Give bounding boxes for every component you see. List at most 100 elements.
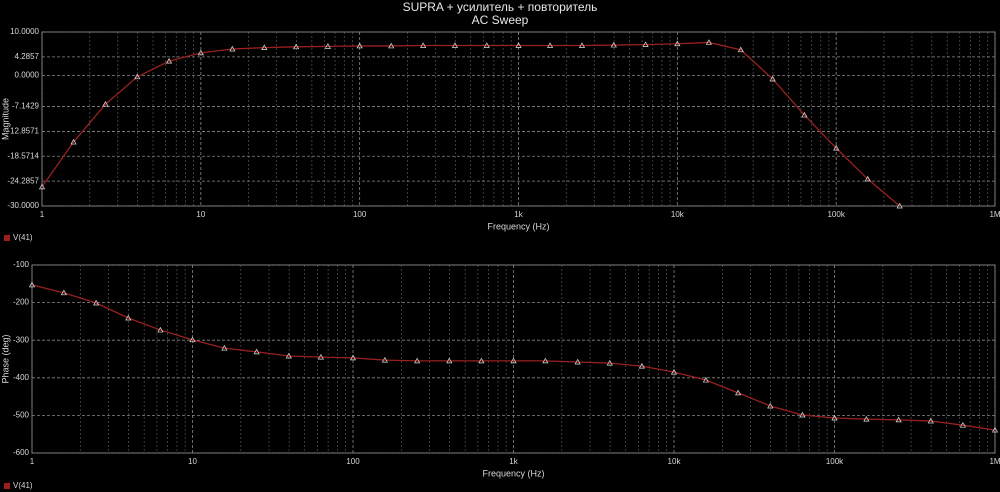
x-tick-label: 1M: [989, 457, 1000, 466]
data-point: [125, 314, 132, 321]
data-point: [799, 411, 806, 418]
y-tick-label: 0.0000: [15, 71, 40, 80]
y-tick-label: -100: [13, 260, 30, 269]
data-point: [285, 352, 292, 359]
series-line: [41, 41, 901, 207]
y-axis-label: Magnitude: [0, 98, 10, 140]
data-point: [895, 416, 902, 423]
data-point: [991, 426, 999, 433]
data-point: [261, 44, 268, 51]
x-tick-label: 10: [196, 210, 205, 219]
data-point: [221, 344, 228, 351]
y-tick-label: 4.2857: [15, 52, 40, 61]
data-point: [833, 144, 840, 151]
y-tick-label: -24.2857: [7, 176, 39, 185]
data-point: [38, 183, 46, 190]
series-line: [31, 284, 996, 431]
data-point: [60, 289, 67, 296]
y-tick-label: -7.1429: [12, 102, 40, 111]
legend-label: V(41): [13, 481, 33, 490]
data-point: [165, 57, 173, 64]
data-point: [606, 359, 613, 366]
y-tick-label: -200: [13, 298, 30, 307]
data-point: [927, 417, 934, 424]
data-point: [638, 362, 645, 369]
data-point: [420, 42, 427, 48]
data-point: [134, 73, 141, 80]
data-point: [896, 202, 903, 209]
data-point: [735, 389, 742, 396]
data-point: [515, 42, 522, 48]
x-axis-label: Frequency (Hz): [482, 468, 544, 478]
data-point: [381, 356, 388, 363]
data-point: [157, 326, 164, 333]
data-point: [189, 336, 196, 343]
data-point: [324, 43, 331, 49]
data-point: [610, 41, 617, 48]
data-point: [317, 353, 324, 360]
x-tick-label: 100: [353, 210, 367, 219]
x-tick-label: 10: [188, 457, 197, 466]
legend-label: V(41): [13, 233, 33, 242]
data-point: [769, 75, 776, 82]
data-point: [702, 376, 709, 383]
y-tick-label: 10.0000: [10, 27, 39, 36]
x-axis-label: Frequency (Hz): [487, 221, 549, 231]
y-tick-label: -300: [13, 335, 30, 344]
data-point: [863, 415, 870, 422]
y-tick-label: -400: [13, 373, 30, 382]
x-tick-label: 1k: [509, 457, 518, 466]
data-point: [674, 40, 681, 47]
y-tick-label: -12.8571: [7, 127, 39, 136]
data-point: [578, 42, 586, 48]
data-point: [349, 354, 357, 361]
legend-swatch: [4, 483, 10, 489]
chart-title: SUPRA + усилитель + повторитель: [403, 0, 598, 14]
data-point: [546, 42, 554, 48]
data-point: [831, 414, 838, 421]
data-point: [388, 42, 395, 49]
y-tick-label: -18.5714: [7, 151, 39, 160]
x-tick-label: 100k: [826, 457, 844, 466]
data-point: [451, 42, 459, 48]
data-point: [510, 357, 517, 364]
data-point: [414, 357, 421, 364]
data-point: [356, 42, 363, 49]
chart-subtitle: AC Sweep: [472, 13, 529, 27]
data-point: [542, 357, 549, 364]
data-point: [959, 421, 966, 428]
data-point: [574, 358, 581, 365]
data-point: [864, 175, 871, 182]
data-point: [483, 42, 490, 48]
x-tick-label: 1: [40, 210, 45, 219]
y-tick-label: -600: [13, 448, 30, 457]
data-point: [293, 43, 300, 50]
y-tick-label: -500: [13, 411, 30, 420]
data-point: [197, 49, 204, 56]
x-tick-label: 100: [346, 457, 360, 466]
x-tick-label: 100k: [827, 210, 845, 219]
data-point: [229, 45, 236, 52]
data-point: [102, 100, 109, 107]
data-point: [93, 299, 100, 306]
data-point: [642, 41, 649, 47]
data-point: [737, 46, 744, 53]
data-point: [767, 402, 774, 409]
data-point: [478, 357, 485, 364]
data-point: [705, 39, 712, 45]
data-point: [670, 368, 678, 375]
data-point: [801, 111, 808, 118]
data-point: [70, 138, 77, 145]
x-tick-label: 1: [30, 457, 35, 466]
data-point: [28, 281, 36, 288]
x-tick-label: 1k: [514, 210, 523, 219]
x-tick-label: 10k: [668, 457, 682, 466]
y-tick-label: -30.0000: [7, 201, 39, 210]
x-tick-label: 1M: [989, 210, 1000, 219]
data-point: [446, 357, 453, 364]
legend-swatch: [4, 235, 10, 241]
x-tick-label: 10k: [671, 210, 685, 219]
data-point: [253, 348, 260, 355]
y-axis-label: Phase (deg): [0, 334, 10, 383]
